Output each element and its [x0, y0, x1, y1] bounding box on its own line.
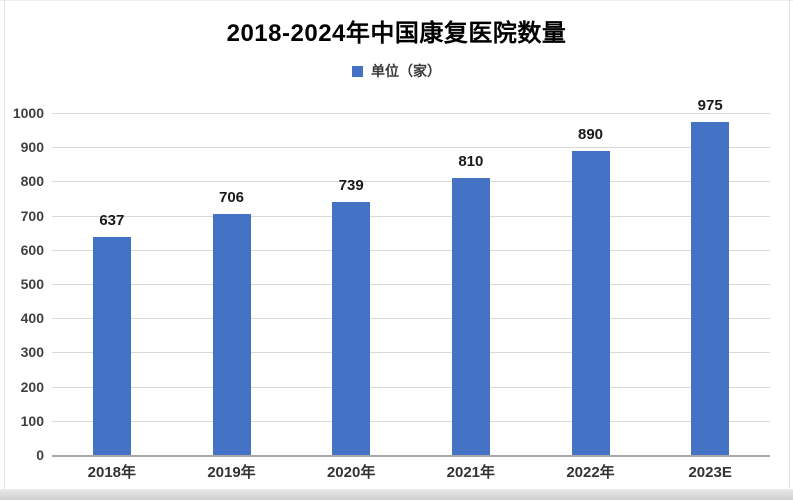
y-tick-label-100: 100	[20, 412, 44, 429]
legend-swatch-icon	[352, 65, 363, 77]
gridline-600	[52, 249, 770, 251]
x-tick-label-2020年: 2020年	[326, 464, 376, 481]
bottom-frame-band	[0, 489, 793, 500]
value-label-2021年: 810	[458, 152, 484, 170]
value-label-2023E: 975	[697, 96, 723, 114]
gridline-400	[52, 318, 770, 320]
gridline-500	[52, 284, 770, 285]
y-tick-label-300: 300	[20, 344, 44, 361]
y-tick-label-900: 900	[20, 139, 44, 156]
legend: 单位（家）	[0, 61, 793, 81]
frame-left-edge	[4, 0, 5, 490]
bar-2021年	[451, 177, 490, 455]
gridline-1000	[52, 113, 770, 114]
value-label-2020年: 739	[338, 177, 364, 195]
y-tick-label-1000: 1000	[12, 105, 44, 121]
x-tick-label-2019年: 2019年	[207, 464, 256, 481]
bar-2018年	[92, 237, 131, 455]
plot-area: 637 706 739 810 890 975	[52, 98, 770, 457]
y-tick-label-700: 700	[20, 207, 44, 224]
y-tick-label-400: 400	[20, 310, 44, 327]
gridline-100	[52, 420, 770, 422]
y-tick-label-600: 600	[20, 241, 44, 258]
gridline-800	[52, 181, 770, 183]
gridline-300	[52, 352, 770, 354]
y-tick-label-0: 0	[36, 447, 44, 463]
value-label-2022年: 890	[577, 125, 604, 143]
bar-2022年	[571, 150, 610, 455]
legend-label: 单位（家）	[371, 63, 441, 79]
frame-top-edge	[0, 0, 793, 1]
y-tick-label-800: 800	[20, 173, 44, 190]
gridline-700	[52, 215, 770, 217]
value-label-2018年: 637	[99, 212, 125, 230]
chart-title: 2018-2024年中国康复医院数量	[226, 20, 567, 47]
frame-right-edge	[789, 0, 790, 490]
y-tick-label-200: 200	[20, 378, 44, 395]
y-tick-label-500: 500	[20, 276, 44, 292]
x-tick-label-2023E: 2023E	[688, 464, 732, 481]
bar-2019年	[212, 213, 251, 455]
gridline-900	[52, 147, 770, 149]
bar-2020年	[332, 202, 371, 455]
bar-2023E	[691, 121, 730, 455]
value-label-2019年: 706	[218, 188, 245, 206]
gridline-200	[52, 386, 770, 388]
x-tick-label-2018年: 2018年	[87, 464, 137, 481]
x-axis: 2018年 2019年 2020年 2021年 2022年 2023E	[52, 465, 770, 485]
y-axis: 0 100 200 300 400 500 600 700 800 900 1000	[0, 106, 44, 462]
x-tick-label-2021年: 2021年	[446, 464, 496, 481]
x-tick-label-2022年: 2022年	[566, 464, 615, 481]
